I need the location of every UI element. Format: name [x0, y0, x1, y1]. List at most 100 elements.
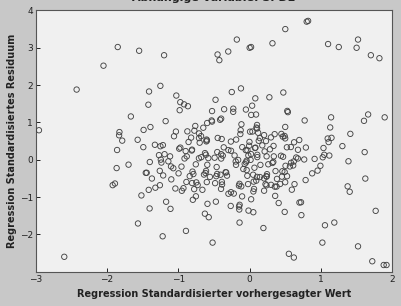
Point	[324, 140, 331, 144]
Point	[263, 174, 269, 179]
Point	[227, 148, 234, 153]
Point	[289, 163, 296, 168]
Point	[231, 153, 237, 158]
Point	[182, 229, 189, 233]
Point	[177, 145, 183, 150]
Point	[263, 172, 269, 177]
Point	[247, 197, 254, 202]
Point	[324, 136, 330, 141]
Point	[304, 18, 310, 23]
Point	[185, 140, 191, 144]
Point	[184, 129, 190, 134]
Point	[265, 95, 272, 100]
Point	[116, 130, 122, 135]
Point	[282, 125, 288, 129]
Point	[346, 131, 352, 136]
Point	[213, 165, 219, 170]
Point	[73, 87, 80, 92]
Point	[180, 102, 187, 107]
Point	[216, 117, 223, 122]
Point	[354, 37, 360, 42]
Point	[189, 169, 195, 174]
Point	[318, 240, 325, 245]
Point	[375, 56, 382, 61]
Point	[271, 184, 277, 189]
Point	[170, 134, 177, 139]
Point	[279, 90, 286, 95]
Point	[232, 159, 238, 164]
Point	[203, 121, 210, 125]
Point	[247, 113, 254, 118]
Point	[338, 144, 345, 148]
Point	[235, 204, 242, 209]
Point	[157, 144, 163, 149]
Point	[321, 223, 327, 228]
Point	[247, 151, 253, 156]
Point	[218, 136, 225, 141]
Point	[217, 186, 224, 191]
Point	[223, 170, 229, 175]
Point	[252, 112, 259, 117]
Point	[195, 156, 202, 161]
Point	[328, 135, 334, 140]
Point	[250, 179, 256, 184]
Point	[279, 154, 286, 159]
Point	[243, 158, 249, 163]
Point	[270, 154, 276, 159]
Point	[202, 170, 208, 175]
Point	[290, 255, 296, 260]
Point	[260, 176, 267, 181]
Point	[195, 131, 202, 136]
Point	[276, 181, 283, 186]
Point	[152, 185, 158, 190]
Point	[180, 186, 186, 191]
Point	[192, 162, 198, 167]
Point	[176, 146, 182, 151]
Point	[367, 53, 373, 58]
Y-axis label: Regression Standardisiertes Residuum: Regression Standardisiertes Residuum	[7, 34, 17, 248]
Point	[136, 48, 142, 53]
Point	[379, 263, 386, 267]
Point	[225, 49, 231, 54]
Point	[244, 148, 250, 153]
Point	[245, 153, 251, 158]
Point	[228, 90, 235, 95]
Point	[246, 129, 253, 134]
Point	[283, 145, 290, 150]
Point	[36, 128, 42, 133]
Point	[320, 146, 326, 151]
Point	[178, 164, 184, 169]
Point	[218, 179, 225, 184]
Point	[267, 182, 273, 187]
Point	[311, 156, 317, 161]
Point	[396, 120, 401, 125]
Point	[273, 177, 279, 181]
Point	[324, 42, 330, 47]
Point	[213, 150, 220, 155]
Point	[237, 128, 243, 133]
Point	[205, 215, 211, 220]
Point	[161, 152, 167, 157]
Point	[217, 172, 223, 177]
Point	[251, 165, 257, 170]
Point	[253, 155, 260, 159]
Point	[125, 162, 132, 167]
Point	[227, 139, 233, 144]
Point	[148, 176, 155, 181]
Point	[278, 169, 285, 174]
Point	[142, 170, 149, 175]
Point	[278, 174, 284, 179]
Point	[151, 142, 158, 147]
Point	[279, 134, 285, 139]
Point	[202, 152, 209, 157]
Point	[197, 134, 204, 139]
Point	[158, 160, 164, 165]
Point	[203, 139, 209, 144]
Point	[157, 84, 163, 88]
Point	[216, 58, 222, 63]
Point	[155, 153, 162, 158]
Point	[248, 103, 255, 108]
Point	[156, 183, 163, 188]
Point	[281, 136, 288, 141]
Point	[346, 189, 352, 194]
